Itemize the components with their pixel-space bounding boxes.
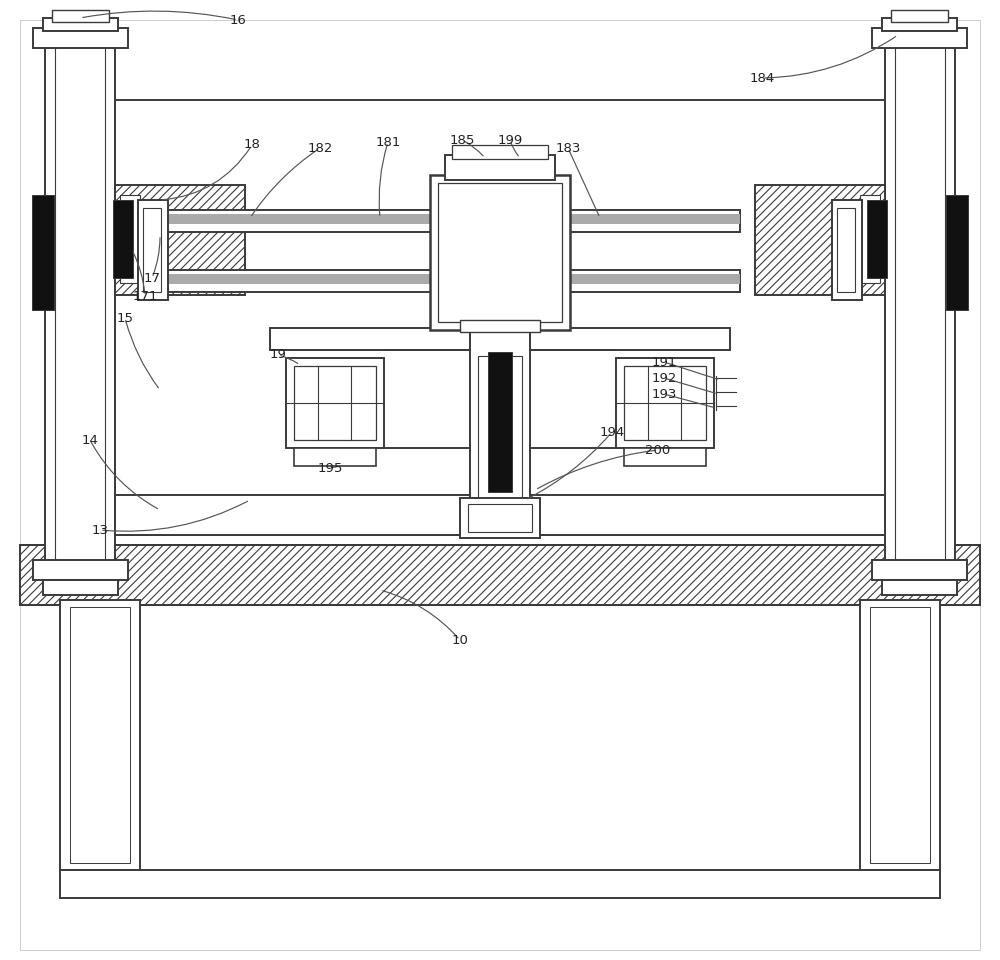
Bar — [882, 18, 957, 31]
Bar — [872, 560, 967, 580]
Bar — [115, 100, 885, 535]
Bar — [470, 348, 530, 508]
Bar — [270, 328, 730, 350]
Bar — [145, 270, 740, 292]
Bar — [885, 40, 955, 570]
Bar — [870, 607, 930, 863]
Bar — [624, 366, 706, 440]
Bar — [488, 352, 512, 492]
Text: 18: 18 — [244, 138, 260, 152]
Bar — [468, 504, 532, 532]
Bar — [478, 356, 522, 500]
Text: 15: 15 — [116, 311, 134, 324]
Text: 19: 19 — [270, 348, 286, 362]
Text: 184: 184 — [749, 71, 775, 84]
Bar — [860, 600, 940, 870]
Bar — [430, 175, 570, 330]
Bar — [946, 195, 968, 310]
Bar — [832, 200, 862, 300]
Bar — [70, 607, 130, 863]
Bar — [115, 185, 245, 295]
Bar — [445, 155, 555, 180]
Text: 10: 10 — [452, 634, 468, 646]
Text: 171: 171 — [132, 290, 158, 302]
Bar — [438, 183, 562, 322]
Text: 14: 14 — [82, 434, 98, 446]
Text: 199: 199 — [497, 133, 523, 147]
Text: 192: 192 — [651, 372, 677, 385]
Bar — [470, 328, 530, 498]
Text: 195: 195 — [317, 462, 343, 474]
Bar — [143, 208, 161, 292]
Bar — [460, 498, 540, 538]
Bar — [872, 28, 967, 48]
Text: 17: 17 — [144, 272, 160, 284]
Bar — [33, 560, 128, 580]
Bar — [755, 185, 885, 295]
Bar — [60, 600, 140, 870]
Bar — [286, 358, 384, 448]
Bar — [860, 195, 880, 283]
Text: 13: 13 — [92, 523, 108, 537]
Bar — [616, 358, 714, 448]
Bar — [882, 580, 957, 595]
Bar — [138, 200, 168, 300]
Text: 191: 191 — [651, 355, 677, 369]
Bar — [33, 28, 128, 48]
Bar — [145, 274, 740, 284]
Bar — [460, 320, 540, 332]
Text: 181: 181 — [375, 135, 401, 149]
Bar — [294, 366, 376, 440]
Text: 183: 183 — [555, 141, 581, 155]
Bar — [145, 210, 740, 232]
Bar — [43, 580, 118, 595]
Bar — [895, 45, 945, 565]
Text: 200: 200 — [645, 444, 671, 457]
Bar — [294, 448, 376, 466]
Bar — [145, 214, 740, 224]
Bar — [52, 10, 109, 22]
Text: 193: 193 — [651, 388, 677, 400]
Bar — [837, 208, 855, 292]
Text: 185: 185 — [449, 133, 475, 147]
Bar — [45, 40, 115, 570]
Bar — [624, 448, 706, 466]
Bar — [115, 495, 885, 535]
Text: 194: 194 — [599, 425, 625, 439]
Bar — [20, 545, 980, 605]
Text: 182: 182 — [307, 141, 333, 155]
Bar — [867, 200, 887, 278]
Bar — [452, 145, 548, 159]
Bar — [55, 45, 105, 565]
Bar — [60, 870, 940, 898]
Bar — [120, 195, 140, 283]
Bar — [43, 18, 118, 31]
Bar — [32, 195, 54, 310]
Bar — [891, 10, 948, 22]
Bar — [113, 200, 133, 278]
Text: 16: 16 — [230, 13, 246, 27]
